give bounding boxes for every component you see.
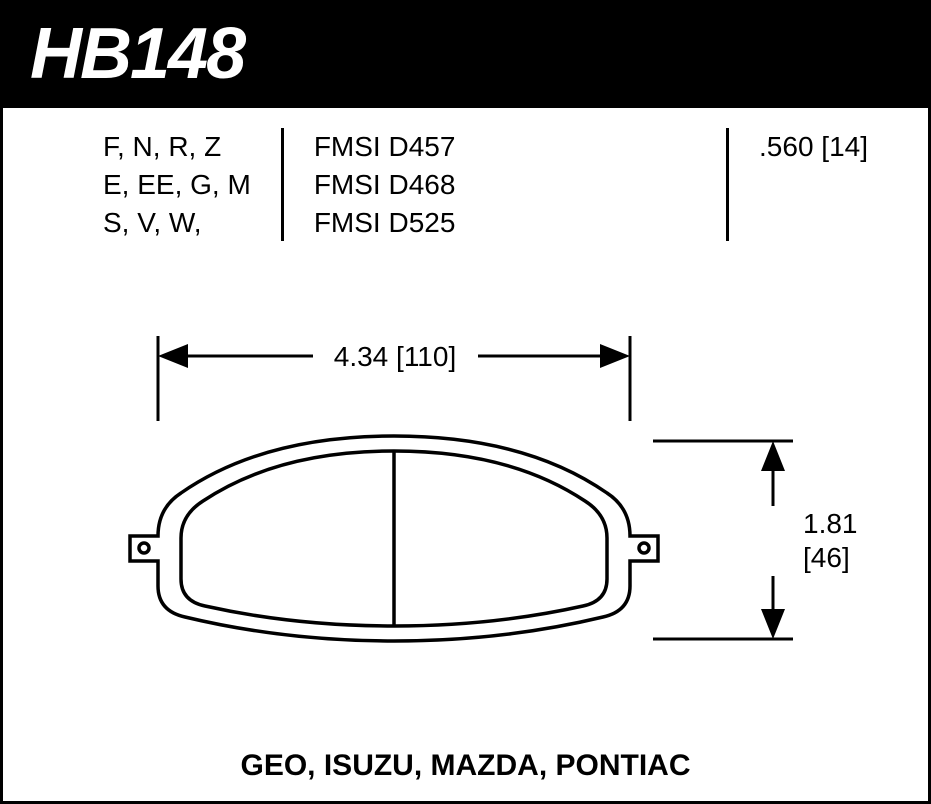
fmsi-line: FMSI D457 [314,128,456,166]
diagram-area: 4.34 [110] 1.81 [3,261,928,701]
spec-table: F, N, R, Z E, EE, G, M S, V, W, FMSI D45… [3,108,928,261]
width-dim-text: 4.34 [110] [334,341,456,372]
fmsi-line: FMSI D468 [314,166,456,204]
thickness-column: .560 [14] [726,128,888,241]
compound-line: E, EE, G, M [103,166,251,204]
compound-line: F, N, R, Z [103,128,251,166]
header-bar: HB148 [0,0,931,108]
content-area: F, N, R, Z E, EE, G, M S, V, W, FMSI D45… [0,108,931,804]
thickness-value: .560 [14] [759,128,868,166]
brake-pad-outline [130,436,658,641]
height-dim-in: 1.81 [803,508,858,539]
compounds-column: F, N, R, Z E, EE, G, M S, V, W, [103,128,281,241]
compound-line: S, V, W, [103,204,251,242]
brand-footer: GEO, ISUZU, MAZDA, PONTIAC [3,749,928,783]
height-dim-mm: [46] [803,542,850,573]
pad-diagram-svg: 4.34 [110] 1.81 [3,261,931,701]
part-number-title: HB148 [30,13,244,95]
height-dimension [653,441,838,639]
fmsi-column: FMSI D457 FMSI D468 FMSI D525 [281,128,486,241]
fmsi-line: FMSI D525 [314,204,456,242]
